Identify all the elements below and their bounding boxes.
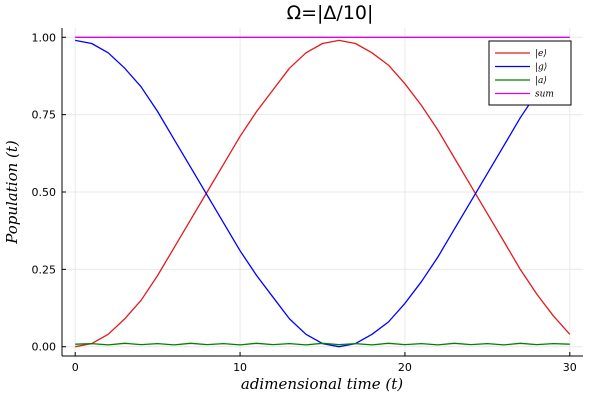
chart-title: Ω=|Δ/10| [287, 2, 374, 24]
y-tick-label: 0.00 [32, 341, 57, 354]
legend-label: |e⟩ [535, 49, 547, 59]
y-tick-label: 0.75 [32, 109, 57, 122]
series-line-e [75, 39, 571, 348]
y-axis-label: Population (t) [3, 140, 21, 245]
x-axis-label: adimensional time (t) [241, 375, 403, 393]
series-lines [75, 36, 571, 348]
legend-label: |a⟩ [535, 76, 547, 86]
legend: |e⟩ |g⟩ |a⟩ sum [488, 40, 572, 106]
y-tick-label: 1.00 [32, 31, 57, 44]
x-tick-label: 30 [563, 361, 577, 374]
series-line-a [75, 342, 570, 346]
y-tick-label: 0.25 [32, 263, 57, 276]
x-tick-label: 0 [72, 361, 79, 374]
legend-label: sum [535, 90, 554, 100]
x-tick-label: 10 [233, 361, 247, 374]
legend-label: |g⟩ [535, 63, 547, 73]
y-tick-label: 0.50 [32, 186, 57, 199]
tick-labels: 0 10 20 30 0.00 0.25 0.50 0.75 1.00 [32, 31, 577, 374]
legend-box [488, 40, 572, 106]
x-tick-label: 20 [398, 361, 412, 374]
